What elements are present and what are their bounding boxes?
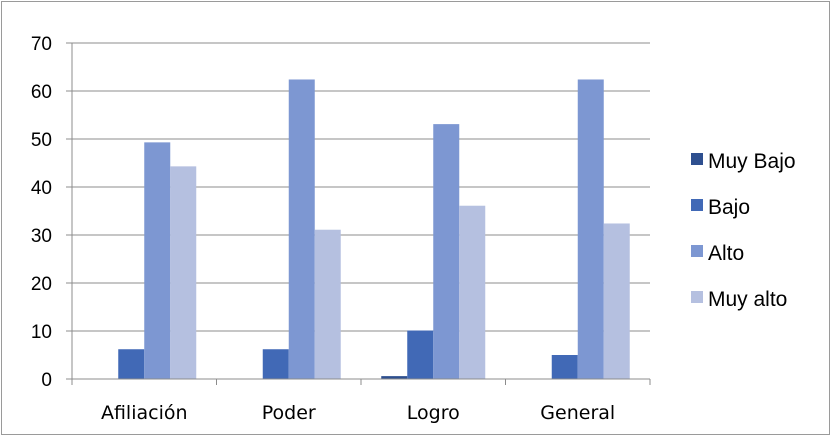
legend: Muy Bajo Bajo Alto Muy alto: [691, 150, 796, 311]
y-tick-label: 40: [31, 178, 52, 199]
bar: [459, 205, 486, 379]
legend-swatch: [691, 199, 703, 211]
bar: [381, 376, 408, 379]
bar: [433, 124, 460, 380]
bar: [577, 79, 604, 379]
axes: [66, 42, 651, 385]
bar: [288, 79, 315, 379]
bar: [603, 223, 630, 379]
y-tick-label: 60: [31, 82, 52, 103]
y-tick-label: 10: [31, 322, 52, 343]
x-axis-ticks: Afiliación Poder Logro General: [101, 402, 615, 424]
y-tick-label: 20: [31, 274, 52, 295]
bar: [314, 229, 341, 379]
bar: [170, 166, 197, 379]
y-tick-label: 30: [31, 226, 52, 247]
x-tick-label: Logro: [407, 402, 460, 424]
bar: [144, 142, 171, 379]
bar: [118, 349, 145, 379]
bars: [118, 79, 630, 380]
x-tick-label: Poder: [262, 402, 316, 424]
bar: [407, 330, 434, 379]
legend-swatch: [691, 291, 703, 303]
legend-label: Bajo: [708, 196, 750, 219]
bar: [262, 349, 289, 379]
legend-label: Muy Bajo: [708, 150, 796, 173]
legend-label: Alto: [708, 242, 744, 265]
legend-label: Muy alto: [708, 288, 787, 311]
x-tick-label: General: [540, 402, 615, 424]
legend-swatch: [691, 153, 703, 165]
y-tick-label: 50: [31, 130, 52, 151]
x-tick-label: Afiliación: [101, 402, 188, 424]
y-axis-ticks: 0 10 20 30 40 50 60 70: [31, 34, 52, 391]
legend-swatch: [691, 245, 703, 257]
bar: [551, 355, 578, 379]
y-tick-label: 70: [31, 34, 52, 55]
y-tick-label: 0: [41, 370, 52, 391]
